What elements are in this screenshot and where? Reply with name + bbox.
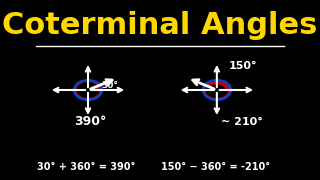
Text: 390°: 390° [74, 115, 107, 128]
Text: Coterminal Angles: Coterminal Angles [2, 11, 318, 40]
Text: 30°: 30° [101, 81, 118, 90]
Text: 30° + 360° = 390°: 30° + 360° = 390° [37, 162, 136, 172]
Text: 150°: 150° [228, 61, 257, 71]
Text: 150° − 360° = -210°: 150° − 360° = -210° [161, 162, 270, 172]
Text: ~ 210°: ~ 210° [221, 117, 263, 127]
